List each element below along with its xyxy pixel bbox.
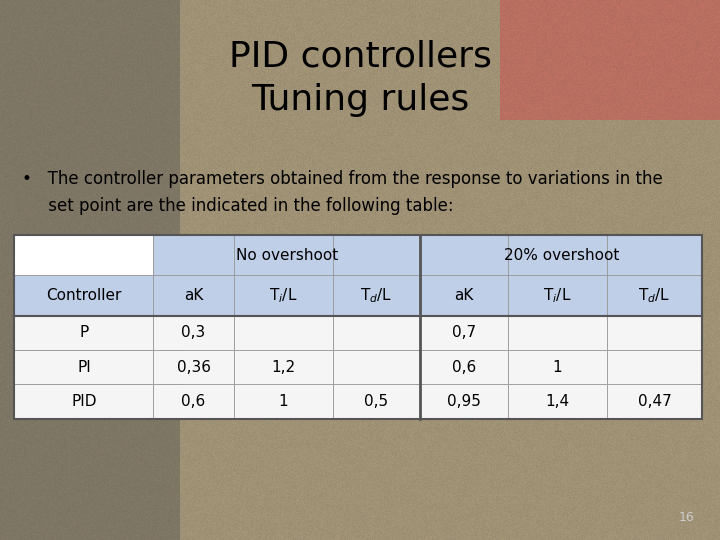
Bar: [508, 235, 607, 275]
Bar: [508, 315, 607, 350]
Bar: [508, 275, 607, 315]
Text: 1,2: 1,2: [271, 360, 295, 375]
Bar: [508, 384, 607, 418]
Bar: [333, 275, 420, 315]
Bar: [14, 384, 153, 418]
Text: 1,4: 1,4: [546, 394, 570, 409]
Text: 0,5: 0,5: [364, 394, 389, 409]
Bar: [234, 315, 333, 350]
Text: 0,3: 0,3: [181, 325, 206, 340]
Text: T$_d$/L: T$_d$/L: [361, 286, 392, 305]
Text: 20% overshoot: 20% overshoot: [503, 247, 619, 262]
Bar: [607, 275, 702, 315]
Text: P: P: [79, 325, 89, 340]
Bar: [420, 275, 508, 315]
Text: 0,36: 0,36: [176, 360, 211, 375]
Text: 0,6: 0,6: [181, 394, 206, 409]
Bar: [420, 350, 508, 384]
Bar: [234, 384, 333, 418]
Bar: [234, 275, 333, 315]
Bar: [333, 384, 420, 418]
Point: [416, 415, 425, 422]
Text: Controller: Controller: [46, 288, 122, 303]
Bar: [153, 315, 234, 350]
Bar: [14, 275, 153, 315]
Text: T$_i$/L: T$_i$/L: [544, 286, 572, 305]
Bar: [607, 235, 702, 275]
Text: PID: PID: [71, 394, 96, 409]
Bar: [14, 350, 153, 384]
Bar: [607, 350, 702, 384]
Bar: [153, 350, 234, 384]
Bar: [607, 384, 702, 418]
Bar: [234, 235, 333, 275]
Text: T$_d$/L: T$_d$/L: [639, 286, 670, 305]
Bar: [420, 384, 508, 418]
Text: T$_i$/L: T$_i$/L: [269, 286, 297, 305]
Text: PI: PI: [77, 360, 91, 375]
Text: aK: aK: [454, 288, 474, 303]
Text: 1: 1: [553, 360, 562, 375]
Text: 0,95: 0,95: [447, 394, 481, 409]
Text: 0,7: 0,7: [452, 325, 477, 340]
Point: [416, 232, 425, 238]
Bar: [14, 315, 153, 350]
Bar: [333, 315, 420, 350]
Bar: [153, 384, 234, 418]
Text: 0,47: 0,47: [638, 394, 671, 409]
Bar: [333, 235, 420, 275]
Bar: [607, 315, 702, 350]
Text: 0,6: 0,6: [452, 360, 477, 375]
Bar: [333, 350, 420, 384]
Bar: [14, 235, 153, 275]
Text: set point are the indicated in the following table:: set point are the indicated in the follo…: [22, 197, 453, 215]
Text: No overshoot: No overshoot: [235, 247, 338, 262]
Bar: [508, 350, 607, 384]
Bar: [420, 235, 508, 275]
Text: aK: aK: [184, 288, 203, 303]
Bar: [234, 350, 333, 384]
Bar: [14, 235, 702, 418]
Text: PID controllers: PID controllers: [228, 40, 492, 73]
Bar: [420, 315, 508, 350]
Text: •   The controller parameters obtained from the response to variations in the: • The controller parameters obtained fro…: [22, 170, 662, 188]
Text: 1: 1: [279, 394, 288, 409]
Bar: [153, 275, 234, 315]
Text: 16: 16: [679, 511, 695, 524]
Bar: [153, 235, 234, 275]
Text: Tuning rules: Tuning rules: [251, 83, 469, 117]
